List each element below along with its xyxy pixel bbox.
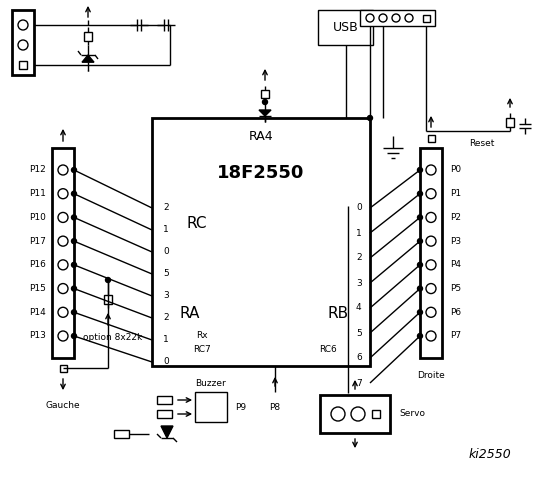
Bar <box>157 410 172 418</box>
Text: RB: RB <box>327 305 348 321</box>
Circle shape <box>418 168 422 172</box>
Text: P8: P8 <box>269 403 280 411</box>
Text: P1: P1 <box>451 189 462 198</box>
Text: P11: P11 <box>29 189 46 198</box>
Bar <box>84 32 92 40</box>
Text: 1: 1 <box>163 226 169 235</box>
Text: RC6: RC6 <box>319 346 337 355</box>
Text: P3: P3 <box>451 237 462 246</box>
Polygon shape <box>82 55 94 62</box>
Text: P13: P13 <box>29 332 46 340</box>
Bar <box>195 392 227 422</box>
Text: 2: 2 <box>163 204 169 213</box>
Bar <box>114 430 129 438</box>
Text: 5: 5 <box>163 269 169 278</box>
Bar <box>420 148 442 358</box>
Text: P2: P2 <box>451 213 462 222</box>
Circle shape <box>418 215 422 220</box>
Bar <box>506 118 514 127</box>
Text: P17: P17 <box>29 237 46 246</box>
Text: RC: RC <box>187 216 207 230</box>
Circle shape <box>71 191 76 196</box>
Bar <box>19 61 27 69</box>
Circle shape <box>106 277 111 283</box>
Text: ki2550: ki2550 <box>468 448 512 461</box>
Text: 18F2550: 18F2550 <box>217 164 305 182</box>
Circle shape <box>418 263 422 267</box>
Text: P0: P0 <box>451 166 462 175</box>
Text: Gauche: Gauche <box>46 401 80 410</box>
Text: 2: 2 <box>356 253 362 263</box>
Text: P6: P6 <box>451 308 462 317</box>
Circle shape <box>418 334 422 338</box>
Text: 6: 6 <box>356 353 362 362</box>
Bar <box>104 295 112 303</box>
Circle shape <box>71 286 76 291</box>
Text: Reset: Reset <box>469 139 495 147</box>
Text: 2: 2 <box>163 313 169 323</box>
Polygon shape <box>259 110 271 116</box>
Bar <box>372 410 380 418</box>
Circle shape <box>418 310 422 315</box>
Bar <box>60 364 66 372</box>
Text: 1: 1 <box>356 228 362 238</box>
Text: 4: 4 <box>356 303 362 312</box>
Circle shape <box>418 191 422 196</box>
Circle shape <box>368 116 373 120</box>
Text: P12: P12 <box>30 166 46 175</box>
Text: 0: 0 <box>163 248 169 256</box>
Circle shape <box>263 99 268 105</box>
Bar <box>52 148 74 358</box>
Circle shape <box>418 239 422 244</box>
Bar <box>157 396 172 404</box>
Text: Servo: Servo <box>399 409 425 419</box>
Circle shape <box>71 310 76 315</box>
Text: 0: 0 <box>163 358 169 367</box>
Text: Buzzer: Buzzer <box>196 380 226 388</box>
Text: RC7: RC7 <box>193 346 211 355</box>
Bar <box>320 395 390 433</box>
Text: RA4: RA4 <box>249 130 273 143</box>
Text: 7: 7 <box>356 379 362 387</box>
Bar <box>318 10 373 45</box>
Text: option 8x22k: option 8x22k <box>84 334 143 343</box>
Circle shape <box>71 215 76 220</box>
Text: USB: USB <box>332 21 358 34</box>
Text: P14: P14 <box>30 308 46 317</box>
Bar <box>422 14 430 22</box>
Bar <box>152 118 370 366</box>
Text: P10: P10 <box>29 213 46 222</box>
Text: Droite: Droite <box>417 372 445 381</box>
Circle shape <box>71 334 76 338</box>
Text: P4: P4 <box>451 260 462 269</box>
Text: P9: P9 <box>236 403 247 411</box>
Bar <box>261 90 269 98</box>
Text: RA: RA <box>180 305 200 321</box>
Text: P15: P15 <box>29 284 46 293</box>
Text: 5: 5 <box>356 328 362 337</box>
Polygon shape <box>161 426 173 438</box>
Text: 3: 3 <box>356 278 362 288</box>
Circle shape <box>71 168 76 172</box>
Bar <box>360 10 435 26</box>
Text: 0: 0 <box>356 204 362 213</box>
Circle shape <box>418 286 422 291</box>
Bar <box>12 10 34 75</box>
Text: 3: 3 <box>163 291 169 300</box>
Text: P7: P7 <box>451 332 462 340</box>
Text: 1: 1 <box>163 336 169 345</box>
Text: P5: P5 <box>451 284 462 293</box>
Bar <box>427 134 435 142</box>
Circle shape <box>71 239 76 244</box>
Text: P16: P16 <box>29 260 46 269</box>
Text: Rx: Rx <box>196 332 208 340</box>
Circle shape <box>71 263 76 267</box>
